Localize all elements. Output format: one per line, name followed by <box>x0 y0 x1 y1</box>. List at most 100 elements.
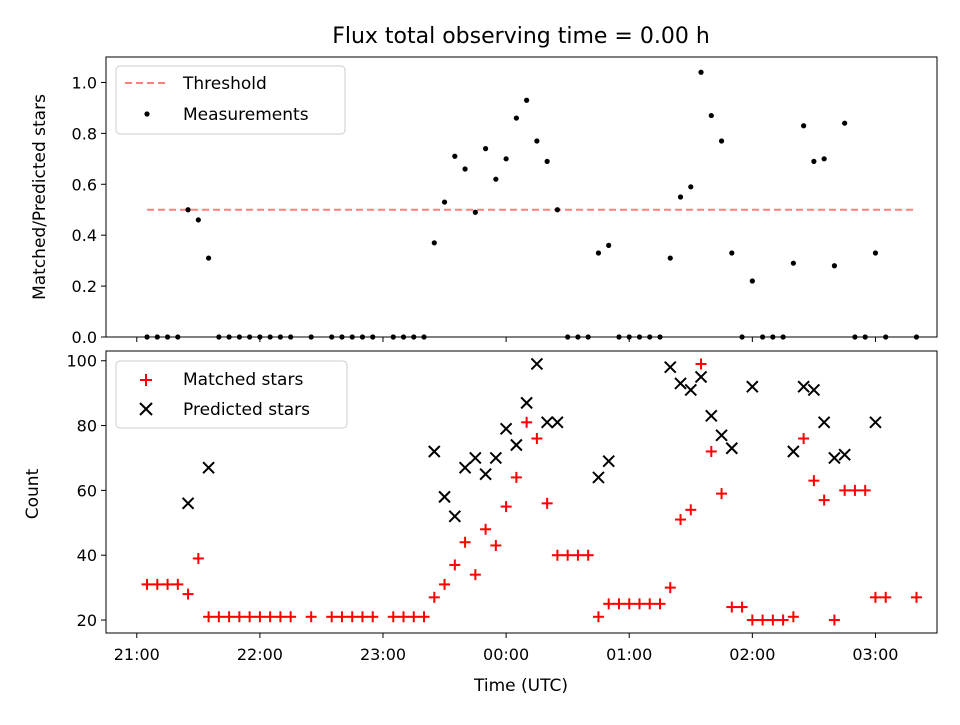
matched-star-point <box>644 598 656 610</box>
matched-star-point <box>398 611 410 623</box>
measurement-point <box>452 153 458 159</box>
measurement-point <box>831 263 838 269</box>
legend-threshold-label: Threshold <box>182 74 267 94</box>
predicted-star-point <box>428 445 441 458</box>
matched-star-point <box>582 549 594 561</box>
measurement-point <box>872 250 879 256</box>
matched-star-point <box>818 494 830 506</box>
measurement-point <box>606 242 612 248</box>
matched-star-point <box>172 578 184 590</box>
measurement-point <box>441 199 448 205</box>
predicted-star-point <box>746 380 759 393</box>
predicted-star-point <box>499 422 513 436</box>
predicted-star-point <box>869 416 882 429</box>
matched-star-point <box>541 497 553 509</box>
predicted-star-point <box>469 451 482 465</box>
top-plot-frame <box>105 56 938 338</box>
y-tick-label: 80 <box>77 417 97 436</box>
predicted-star-point <box>694 370 708 384</box>
matched-star-point <box>695 358 707 370</box>
predicted-star-point <box>448 510 462 523</box>
matched-star-point <box>449 559 461 571</box>
matched-star-point <box>777 614 789 626</box>
matched-star-point <box>767 614 779 626</box>
matched-star-point <box>387 611 399 623</box>
matched-star-point <box>182 588 194 600</box>
x-tick-label: 21:00 <box>114 645 160 664</box>
x-tick-label: 02:00 <box>729 645 775 664</box>
legend-measurements-label: Measurements <box>183 105 309 125</box>
x-tick-label: 03:00 <box>852 645 898 664</box>
bottom-x-ticks: 21:00 22:00 23:00 00:00 01:00 02:00 03:00 <box>114 633 898 664</box>
chart-title: Flux total observing time = 0.00 h <box>332 24 710 49</box>
bottom-legend-box <box>115 360 348 429</box>
predicted-star-point <box>684 383 697 397</box>
predicted-star-point <box>520 396 533 410</box>
predicted-star-point <box>705 409 718 423</box>
predicted-star-point <box>458 461 472 474</box>
measurement-point <box>729 250 735 256</box>
predicted-star-point <box>715 429 728 442</box>
matched-star-point <box>839 484 851 496</box>
matched-star-point <box>757 614 769 626</box>
matched-star-point <box>162 578 174 590</box>
measurement-point <box>524 97 530 103</box>
x-tick-label: 22:00 <box>237 645 283 664</box>
y-tick-label: 40 <box>77 546 97 565</box>
matched-star-point <box>203 611 215 623</box>
matched-star-point <box>705 445 717 457</box>
measurement-point <box>195 217 201 223</box>
measurement-point <box>698 69 704 75</box>
measurement-point <box>677 194 684 200</box>
predicted-star-point <box>828 451 841 465</box>
measurement-point <box>821 156 827 162</box>
measurement-point <box>503 156 509 162</box>
measurement-point <box>513 115 519 121</box>
measurement-point <box>462 166 468 172</box>
matched-star-point <box>859 484 871 496</box>
matched-star-point <box>459 536 471 548</box>
predicted-star-point <box>838 448 851 461</box>
bottom-legend: Matched stars Predicted stars <box>115 360 348 429</box>
matched-star-point <box>675 514 687 526</box>
matched-star-point <box>213 611 225 623</box>
measurement-point <box>667 255 673 261</box>
predicted-star-point <box>602 454 615 468</box>
matched-star-point <box>192 552 204 564</box>
matched-star-point <box>726 601 738 613</box>
matched-star-point <box>880 591 892 603</box>
legend-predicted-label: Predicted stars <box>183 400 310 420</box>
predicted-star-point <box>181 497 195 510</box>
matched-star-point <box>828 614 840 626</box>
y-tick-label: 60 <box>77 481 97 500</box>
matched-star-point <box>285 611 297 623</box>
measurement-point <box>431 240 437 246</box>
matched-star-point <box>490 539 502 551</box>
measurement-point <box>718 138 725 144</box>
predicted-star-point <box>674 377 687 390</box>
matched-star-point <box>469 569 481 581</box>
y-tick-label: 0.2 <box>72 277 97 296</box>
bottom-plot-frame <box>105 350 938 634</box>
legend-matched-label: Matched stars <box>183 370 303 390</box>
matched-star-point <box>654 598 666 610</box>
measurement-point <box>842 120 848 126</box>
matched-star-point <box>849 484 861 496</box>
measurement-point <box>749 278 755 284</box>
matched-star-point <box>244 611 256 623</box>
matched-star-point <box>439 578 451 590</box>
matched-star-point <box>305 611 317 623</box>
matched-star-point <box>521 416 533 428</box>
measurement-point <box>534 138 540 144</box>
measurement-point <box>554 207 561 213</box>
y-tick-label: 0.4 <box>72 226 97 245</box>
matched-star-point <box>736 601 748 613</box>
matched-star-point <box>500 501 512 513</box>
y-tick-label: 20 <box>77 611 97 630</box>
predicted-star-point <box>438 490 451 504</box>
matched-star-point <box>346 611 358 623</box>
predicted-star-point <box>479 467 492 481</box>
predicted-star-point <box>530 357 544 371</box>
